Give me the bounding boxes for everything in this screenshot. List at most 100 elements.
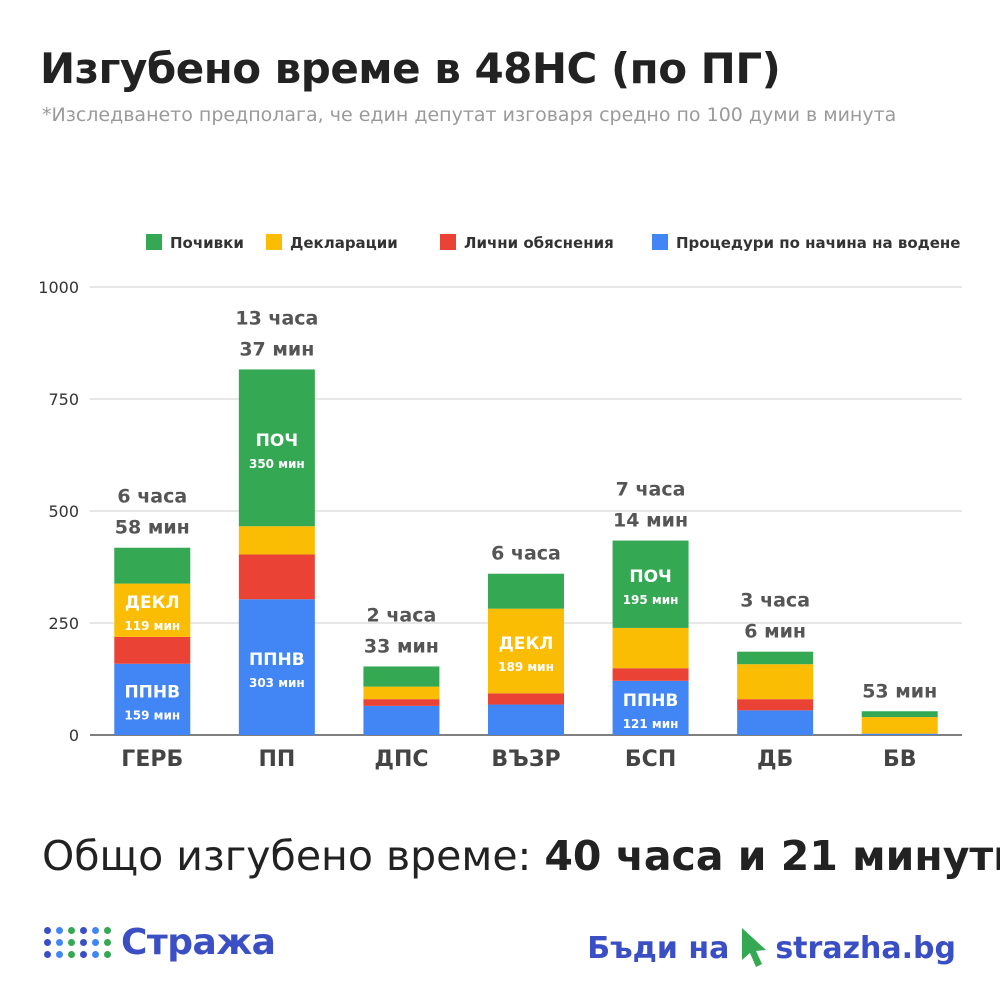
total-label: 2 часа — [367, 604, 437, 626]
segment-label-value: 119 мин — [124, 619, 180, 633]
x-tick-label: ВЪЗР — [491, 747, 560, 772]
logo-dot — [104, 951, 111, 958]
chart-title: Изгубено време в 48НС (по ПГ) — [40, 44, 781, 93]
bar-segment — [612, 680, 689, 735]
x-tick-label: ДПС — [374, 747, 428, 772]
legend-label: Лични обяснения — [464, 234, 614, 252]
y-tick-label: 0 — [69, 726, 79, 745]
total-lost-time: Общо изгубено време: 40 часа и 21 минути — [42, 832, 1000, 880]
y-tick-label: 250 — [48, 614, 79, 633]
bar-segment — [737, 664, 814, 700]
total-label: 6 часа — [117, 486, 187, 508]
cta-link[interactable]: Бъди на strazha .bg — [587, 926, 956, 970]
segment-label-name: ДЕКЛ — [125, 593, 180, 613]
brand-logo[interactable]: Стража — [44, 922, 276, 963]
bar-segment — [114, 636, 191, 664]
total-label: 6 часа — [491, 543, 561, 565]
bar-segment — [488, 608, 564, 694]
legend-label: Почивки — [170, 234, 244, 252]
bar-segment — [737, 651, 814, 665]
chart-subtitle: *Изследването предполага, че един депута… — [42, 104, 897, 126]
bar-segment — [363, 705, 440, 735]
total-label: 3 часа — [740, 590, 810, 612]
y-tick-label: 500 — [48, 502, 79, 521]
segment-label-name: ПОЧ — [629, 567, 671, 587]
dots-logo-icon — [44, 927, 111, 958]
segment-label-value: 189 мин — [498, 660, 554, 674]
bar-segment — [737, 710, 814, 735]
cta-text: Бъди на — [587, 930, 730, 966]
segment-label-value: 350 мин — [249, 457, 305, 471]
bar-segment — [238, 554, 315, 600]
segment-label-name: ДЕКЛ — [499, 634, 554, 654]
bar-segment — [488, 693, 564, 705]
bar-segment — [612, 668, 689, 681]
x-tick-label: БСП — [625, 747, 676, 772]
legend-swatch — [146, 234, 162, 250]
segment-label-name: ППНВ — [623, 691, 679, 711]
cursor-arrow-icon — [742, 928, 767, 967]
bar-segment — [363, 699, 440, 706]
logo-dot — [92, 951, 99, 958]
legend-swatch — [652, 234, 668, 250]
total-label: 37 мин — [239, 338, 314, 360]
bar-segment — [363, 666, 440, 687]
total-label: 7 часа — [616, 479, 686, 501]
x-tick-label: ПП — [258, 747, 295, 772]
logo-dot — [44, 951, 51, 958]
legend-swatch — [440, 234, 456, 250]
segment-label-value: 121 мин — [623, 717, 679, 731]
bar-segment — [861, 717, 938, 734]
bar-segment — [363, 686, 440, 700]
y-tick-label: 750 — [48, 390, 79, 409]
total-label: 53 мин — [862, 680, 937, 702]
legend-label: Декларации — [290, 234, 398, 252]
legend-swatch — [266, 234, 282, 250]
bar-segment — [861, 733, 938, 735]
cta-tld: .bg — [901, 930, 956, 966]
logo-dot — [104, 927, 111, 934]
bar-segment — [238, 599, 315, 735]
bar-segment — [612, 627, 689, 669]
logo-dot — [92, 927, 99, 934]
y-tick-label: 1000 — [38, 278, 79, 297]
x-tick-label: ДБ — [757, 747, 793, 772]
logo-dot — [44, 939, 51, 946]
logo-dot — [104, 939, 111, 946]
bar-segment — [488, 573, 564, 609]
bar-segment — [114, 547, 191, 584]
logo-dot — [68, 927, 75, 934]
logo-dot — [44, 927, 51, 934]
bar-segment — [612, 540, 689, 628]
total-label: 14 мин — [613, 510, 688, 532]
bar-segment — [861, 711, 938, 718]
segment-label-value: 303 мин — [249, 676, 305, 690]
bar-segment — [114, 663, 191, 735]
logo-dot — [80, 939, 87, 946]
total-value: 40 часа и 21 минути — [544, 832, 1000, 880]
segment-label-name: ПОЧ — [256, 431, 298, 451]
total-label: 6 мин — [744, 621, 806, 643]
x-tick-label: БВ — [883, 747, 917, 772]
logo-dot — [56, 951, 63, 958]
total-label: 13 часа — [235, 307, 318, 329]
total-label: 58 мин — [115, 517, 190, 539]
total-prefix: Общо изгубено време: — [42, 832, 532, 880]
logo-dot — [80, 927, 87, 934]
logo-dot — [80, 951, 87, 958]
bar-segment — [238, 369, 315, 527]
logo-dot — [68, 951, 75, 958]
x-tick-label: ГЕРБ — [121, 747, 183, 772]
brand-name: Стража — [121, 922, 276, 963]
total-label: 33 мин — [364, 635, 439, 657]
segment-label-name: ППНВ — [124, 682, 180, 702]
logo-dot — [56, 927, 63, 934]
segment-label-name: ППНВ — [249, 650, 305, 670]
bar-segment — [737, 699, 814, 711]
bar-segment — [488, 704, 564, 735]
segment-label-value: 195 мин — [623, 593, 679, 607]
cta-domain: strazha — [775, 930, 902, 966]
bar-segment — [114, 583, 191, 637]
logo-dot — [56, 939, 63, 946]
segment-label-value: 159 мин — [124, 708, 180, 722]
